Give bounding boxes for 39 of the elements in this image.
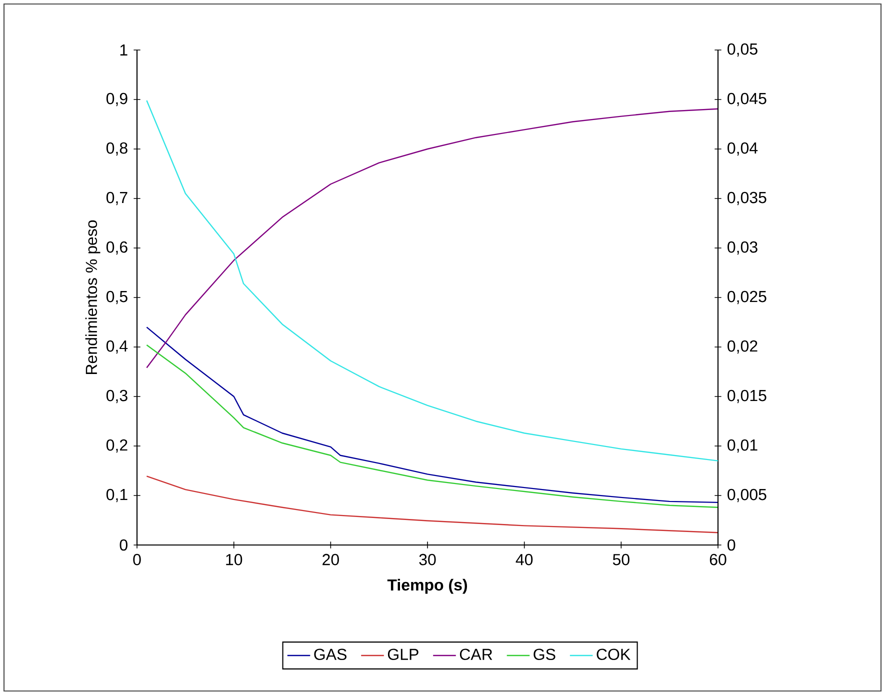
legend-label: GLP (388, 648, 418, 660)
y-tick-label: 0 (120, 539, 128, 551)
y-tick-label: 0,6 (106, 241, 128, 255)
line-series (146, 100, 718, 462)
y2-tick-label: 0 (728, 539, 736, 551)
y2-tick-label: 0,045 (728, 92, 766, 106)
y-tick-label: 0,3 (106, 390, 128, 404)
y2-tick-label: 0,025 (728, 290, 766, 304)
x-tick-label: 50 (612, 554, 630, 566)
x-tick-label: 20 (322, 554, 339, 566)
y-tick-label: 0,9 (106, 92, 128, 106)
legend-label: COK (596, 648, 630, 660)
y-tick-label: 0,5 (106, 290, 128, 304)
y-tick-label: 0,2 (106, 439, 128, 453)
line-series (146, 108, 718, 368)
y-tick-label: 0,4 (106, 340, 128, 354)
legend-label: GS (534, 648, 556, 660)
y-tick-label: 0,1 (106, 488, 128, 502)
y-tick-label: 0,7 (106, 192, 128, 206)
x-tick-label: 10 (226, 554, 242, 566)
y2-tick-label: 0,03 (728, 241, 758, 255)
y2-tick-label: 0,04 (728, 142, 758, 156)
x-tick-label: 60 (710, 554, 726, 566)
legend-label: GAS (314, 648, 346, 660)
y-tick-label: 1 (120, 44, 128, 56)
y2-tick-label: 0,02 (728, 340, 758, 354)
x-tick-label: 40 (516, 554, 533, 566)
y2-tick-label: 0,01 (728, 439, 758, 453)
line-series (146, 476, 718, 534)
y-axis-title: Rendimientos % peso (85, 220, 100, 374)
y2-tick-label: 0,035 (728, 192, 766, 206)
legend-label: CAR (460, 648, 492, 660)
y2-tick-label: 0,005 (728, 488, 766, 502)
y-tick-label: 0,8 (106, 142, 128, 156)
y2-tick-label: 0,015 (728, 390, 766, 404)
x-tick-label: 30 (419, 554, 436, 566)
x-tick-label: 0 (133, 554, 141, 566)
x-axis-title: Tiempo (s) (387, 578, 467, 594)
y2-tick-label: 0,05 (728, 43, 758, 57)
